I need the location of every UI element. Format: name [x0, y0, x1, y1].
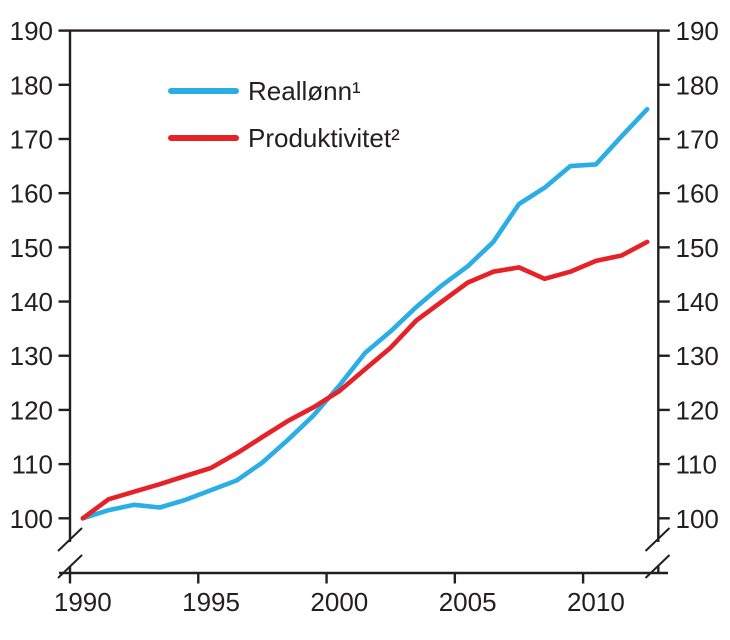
- y-tick-label-right: 190: [676, 16, 719, 46]
- y-tick-label-right: 170: [676, 124, 719, 154]
- y-tick-label-left: 140: [10, 287, 53, 317]
- y-tick-label-left: 110: [12, 450, 53, 480]
- y-tick-label-left: 130: [10, 341, 53, 371]
- y-tick-label-right: 120: [676, 395, 719, 425]
- y-tick-label-left: 160: [10, 179, 53, 209]
- legend-item-produktivitet: Produktivitet²: [168, 123, 400, 153]
- x-tick-label: 2000: [310, 587, 368, 617]
- legend-label-produktivitet: Produktivitet²: [248, 123, 400, 153]
- x-tick-label: 2010: [567, 587, 625, 617]
- y-tick-label-right: 130: [676, 341, 719, 371]
- y-tick-label-right: 180: [676, 70, 719, 100]
- y-tick-label-left: 170: [10, 124, 53, 154]
- y-tick-label-right: 110: [676, 450, 717, 480]
- legend-label-reallonn: Reallønn¹: [248, 76, 361, 106]
- axis-break-lower-slash-left: [57, 554, 83, 579]
- y-tick-label-right: 140: [676, 287, 719, 317]
- x-tick-label: 1995: [182, 587, 240, 617]
- series-line-produktivitet: [80, 239, 650, 521]
- y-tick-label-right: 160: [676, 179, 719, 209]
- y-tick-label-right: 100: [676, 504, 719, 534]
- series-line-reallonn: [80, 106, 650, 521]
- axis-break-lower-slash-right: [644, 554, 671, 579]
- reallonn-line-swatch: [168, 88, 239, 94]
- y-tick-label-left: 190: [10, 16, 53, 46]
- axis-break-upper-slash-right: [644, 527, 671, 552]
- x-tick-label: 2005: [439, 587, 497, 617]
- y-tick-label-left: 180: [10, 70, 53, 100]
- legend-item-reallonn: Reallønn¹: [168, 76, 400, 106]
- y-tick-label-left: 150: [10, 233, 53, 263]
- y-tick-label-left: 100: [10, 504, 53, 534]
- y-tick-label-right: 150: [676, 233, 719, 263]
- produktivitet-line-swatch: [168, 135, 239, 141]
- x-tick-label: 1990: [54, 587, 112, 617]
- chart-legend: Reallønn¹ Produktivitet²: [168, 76, 400, 153]
- y-tick-label-left: 120: [10, 395, 53, 425]
- axis-break-upper-slash-left: [57, 527, 83, 552]
